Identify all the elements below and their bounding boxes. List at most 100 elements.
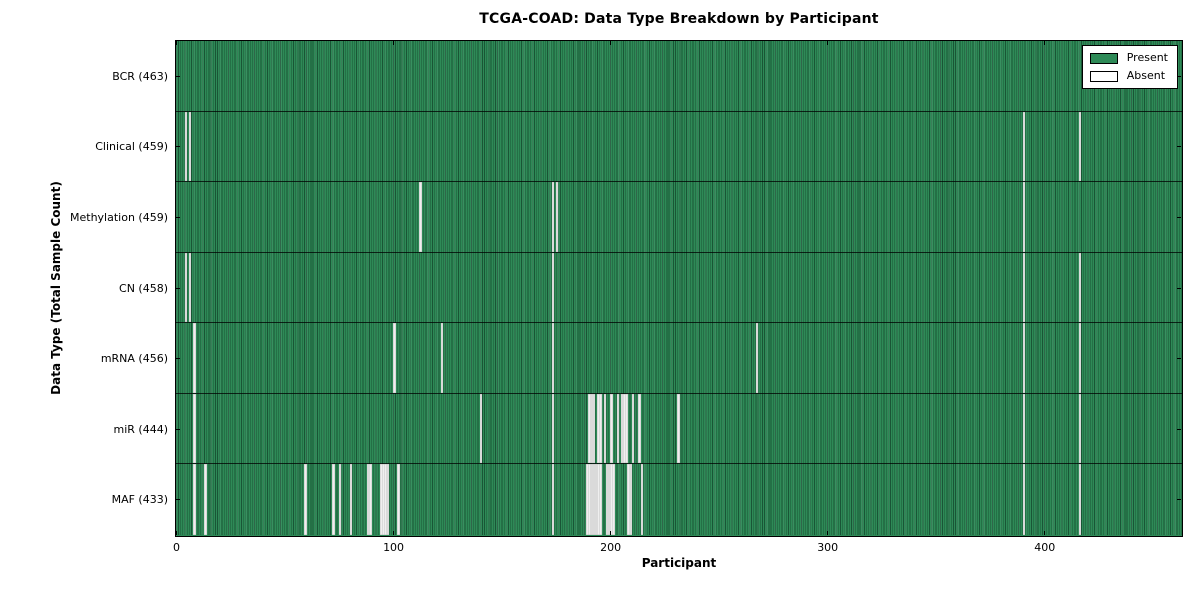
absent-stripe <box>380 464 383 535</box>
absent-stripe <box>384 464 387 535</box>
x-tick-label: 200 <box>600 541 622 554</box>
plot-area: Present Absent <box>175 40 1183 537</box>
row-clinical <box>176 111 1182 183</box>
y-tick-label: CN (458) <box>119 281 168 295</box>
absent-stripe <box>189 252 192 323</box>
row-bcr <box>176 41 1182 112</box>
x-tick-label: 300 <box>817 541 839 554</box>
x-tick-mark <box>392 531 394 535</box>
absent-stripe <box>594 464 598 535</box>
absent-stripe <box>189 111 192 182</box>
absent-stripe <box>193 323 196 393</box>
absent-stripe <box>590 393 594 464</box>
absent-stripe <box>610 393 613 464</box>
y-tick-mark <box>176 75 180 77</box>
absent-stripe <box>1022 393 1025 464</box>
x-tick-labels: 0 100 200 300 400 <box>0 541 1200 557</box>
y-tick-label: mRNA (456) <box>100 352 168 366</box>
row-cn <box>176 252 1182 324</box>
legend-absent-swatch <box>1089 70 1118 82</box>
y-tick-mark <box>176 287 180 289</box>
absent-stripe <box>1022 111 1025 182</box>
absent-stripe <box>677 393 680 464</box>
absent-stripe <box>184 111 188 182</box>
absent-stripe <box>369 464 372 535</box>
absent-stripe <box>551 464 554 535</box>
absent-stripe <box>367 464 370 535</box>
legend-present-swatch <box>1089 52 1118 64</box>
y-tick-mark <box>176 146 180 148</box>
chart-title: TCGA-COAD: Data Type Breakdown by Partic… <box>479 11 879 27</box>
absent-stripe <box>620 393 624 464</box>
y-tick-mark <box>176 428 180 430</box>
absent-stripe <box>1022 182 1025 252</box>
absent-stripe <box>382 464 385 535</box>
absent-stripe <box>592 393 596 464</box>
absent-stripe <box>605 464 609 535</box>
absent-stripe <box>610 464 613 535</box>
y-tick-label: BCR (463) <box>112 69 168 83</box>
legend-entry-absent: Absent <box>1089 69 1168 82</box>
absent-stripe <box>551 182 554 252</box>
absent-stripe <box>599 464 602 535</box>
absent-stripe <box>1022 252 1025 323</box>
legend-entry-present: Present <box>1089 51 1168 64</box>
absent-stripe <box>603 393 607 464</box>
absent-stripe <box>386 464 390 535</box>
absent-stripe <box>304 464 307 535</box>
y-tick-label: Methylation (459) <box>70 210 168 224</box>
absent-stripe <box>397 464 400 535</box>
x-tick-mark <box>175 531 177 535</box>
x-axis-label: Participant <box>641 556 717 570</box>
y-tick-label: miR (444) <box>113 422 169 436</box>
y-tick-mark <box>1177 287 1181 289</box>
absent-stripe <box>1022 464 1025 535</box>
x-tick-label: 0 <box>173 541 180 554</box>
legend-present-label: Present <box>1126 51 1168 64</box>
absent-stripe <box>193 393 196 464</box>
absent-stripe <box>638 393 641 464</box>
absent-stripe <box>419 182 422 252</box>
absent-stripe <box>592 464 596 535</box>
row-mir <box>176 393 1182 465</box>
absent-stripe <box>551 323 554 393</box>
legend-absent-label: Absent <box>1126 69 1166 82</box>
absent-stripe <box>625 393 628 464</box>
y-tick-mark <box>1177 428 1181 430</box>
absent-stripe <box>184 252 188 323</box>
absent-stripe <box>393 323 396 393</box>
absent-stripe <box>755 323 759 393</box>
absent-stripe <box>1078 393 1082 464</box>
absent-stripe <box>631 393 635 464</box>
absent-stripe <box>1078 252 1082 323</box>
y-tick-mark <box>1177 75 1181 77</box>
absent-stripe <box>440 323 444 393</box>
y-tick-label: MAF (433) <box>111 493 168 507</box>
y-tick-mark <box>1177 146 1181 148</box>
absent-stripe <box>588 393 591 464</box>
absent-stripe <box>1078 111 1082 182</box>
absent-stripe <box>551 252 554 323</box>
x-tick-mark <box>392 41 394 45</box>
absent-stripe <box>616 393 620 464</box>
x-tick-mark <box>826 531 828 535</box>
x-tick-mark <box>1043 531 1045 535</box>
absent-stripe <box>607 464 611 535</box>
absent-stripe <box>623 393 626 464</box>
absent-stripe <box>597 393 600 464</box>
row-maf <box>176 464 1182 535</box>
absent-stripe <box>555 182 559 252</box>
absent-stripe <box>597 464 600 535</box>
x-tick-label: 400 <box>1034 541 1056 554</box>
absent-stripe <box>479 393 483 464</box>
x-tick-mark <box>826 41 828 45</box>
absent-stripe <box>338 464 342 535</box>
absent-stripe <box>627 464 630 535</box>
absent-stripe <box>586 464 589 535</box>
y-tick-mark <box>176 216 180 218</box>
x-tick-label: 100 <box>383 541 405 554</box>
absent-stripe <box>332 464 335 535</box>
y-tick-mark <box>1177 216 1181 218</box>
absent-stripe <box>599 393 602 464</box>
